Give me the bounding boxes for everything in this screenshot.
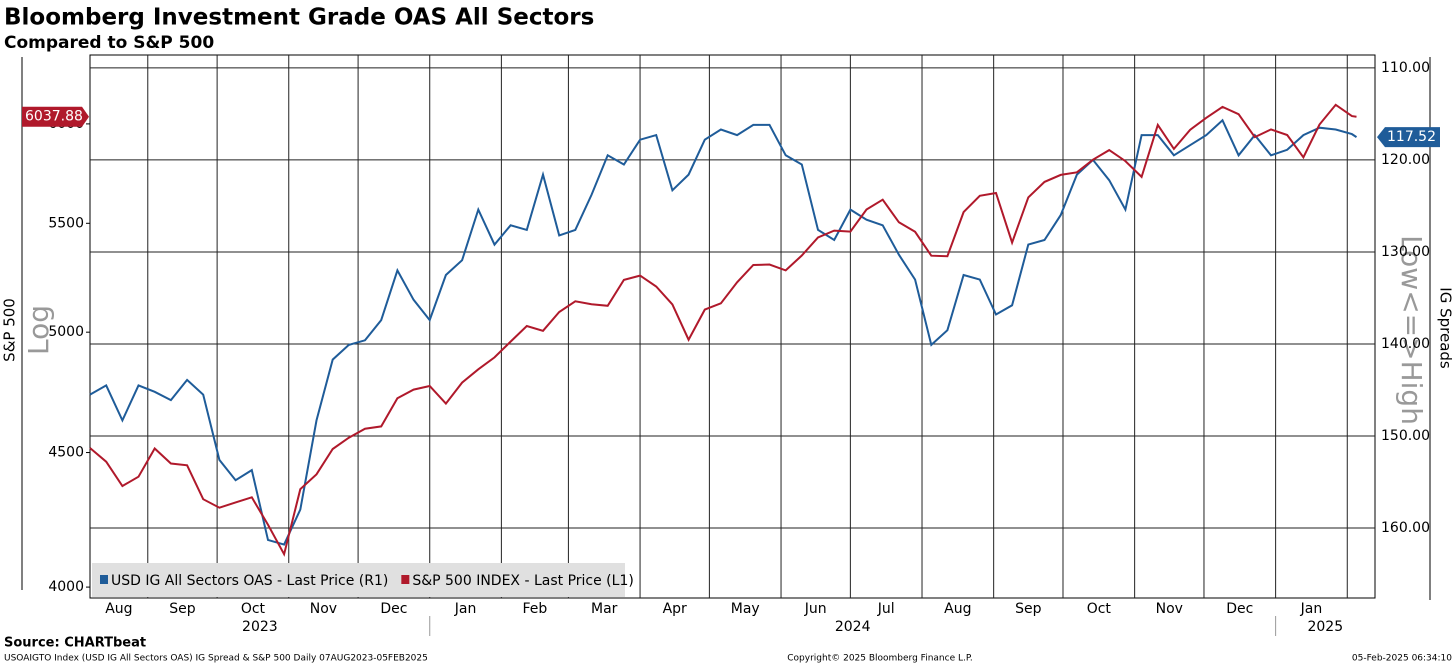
x-tick-label: Oct: [1087, 601, 1112, 617]
y2-axis-label: IG Spreads: [1437, 287, 1455, 369]
legend-swatch: [100, 575, 108, 584]
y-tick-label: 5000: [48, 324, 84, 340]
source: Source: CHARTbeat: [4, 636, 146, 651]
x-tick-label: Aug: [105, 601, 132, 617]
year-label: 2024: [835, 619, 871, 635]
legend-box: [92, 563, 625, 597]
y-axis-note: Log: [22, 305, 55, 355]
x-tick-label: Sep: [1015, 601, 1042, 617]
y-axis-label: S&P 500: [1, 298, 19, 362]
x-tick-label: Dec: [1226, 601, 1253, 617]
plot-frame: [89, 54, 1376, 599]
x-tick-label: Jun: [804, 601, 827, 617]
last-value-tag: [22, 106, 89, 127]
year-label: 2023: [242, 619, 278, 635]
x-tick-label: Mar: [591, 601, 618, 617]
y-tick-label: 5500: [48, 215, 84, 231]
footer-center: Copyright© 2025 Bloomberg Finance L.P.: [787, 654, 972, 664]
series-line: [89, 103, 1357, 557]
x-tick-label: Apr: [663, 601, 687, 617]
legend-label: S&P 500 INDEX - Last Price (L1): [412, 573, 633, 589]
last-value-label: 117.52: [1387, 129, 1436, 145]
y2-axis-note: Low<=>High: [1395, 235, 1428, 425]
footer-right: 05-Feb-2025 06:34:10: [1352, 654, 1452, 664]
footer-left: USOAIGTO Index (USD IG All Sectors OAS) …: [4, 654, 428, 664]
x-tick-label: Nov: [1156, 601, 1183, 617]
y2-tick-label: 150.00: [1381, 428, 1430, 444]
x-tick-label: Jan: [454, 601, 477, 617]
year-label: 2025: [1307, 619, 1343, 635]
y-tick-label: 4000: [48, 579, 84, 595]
y2-tick-label: 160.00: [1381, 520, 1430, 536]
y-tick-label: 4500: [48, 445, 84, 461]
x-tick-label: Nov: [310, 601, 337, 617]
y2-tick-label: 120.00: [1381, 152, 1430, 168]
series-line: [89, 118, 1358, 546]
x-tick-label: Jul: [877, 601, 895, 617]
chart-subtitle: Compared to S&P 500: [4, 33, 214, 53]
x-tick-label: Oct: [241, 601, 266, 617]
last-value-label: 6037.88: [25, 109, 83, 125]
legend-label: USD IG All Sectors OAS - Last Price (R1): [111, 573, 388, 589]
x-tick-label: Feb: [522, 601, 547, 617]
x-tick-label: Aug: [944, 601, 971, 617]
legend-swatch: [401, 575, 410, 584]
y2-tick-label: 140.00: [1381, 336, 1430, 352]
x-tick-label: May: [731, 601, 760, 617]
x-tick-label: Sep: [169, 601, 196, 617]
y2-tick-label: 130.00: [1381, 244, 1430, 260]
x-tick-label: Dec: [380, 601, 407, 617]
y2-tick-label: 110.00: [1381, 60, 1430, 76]
chart-title: Bloomberg Investment Grade OAS All Secto…: [4, 5, 594, 31]
x-tick-label: Jan: [1300, 601, 1323, 617]
last-value-tag: [1377, 127, 1440, 148]
